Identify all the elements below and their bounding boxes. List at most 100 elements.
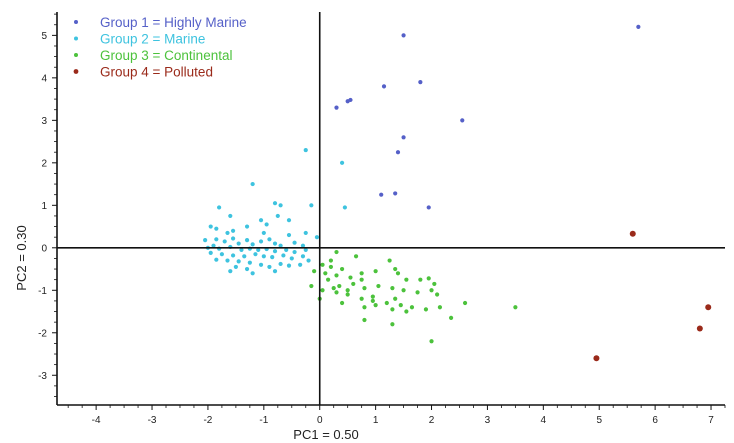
data-point-group-3 [390,322,395,327]
y-tick-label: -3 [38,371,47,382]
data-point-group-2 [225,230,230,236]
data-point-group-3 [359,296,364,301]
data-point-group-2 [286,218,292,223]
data-point-group-2 [244,266,250,272]
data-point-group-2 [208,224,213,229]
data-point-group-2 [250,271,255,276]
data-point-group-3 [339,300,345,306]
data-point-group-3 [323,271,328,276]
x-tick-label: 3 [485,415,491,426]
points-layer [203,24,712,362]
y-tick-label: 1 [41,201,47,212]
data-point-group-2 [239,247,244,253]
data-point-group-3 [334,273,339,278]
data-point-group-3 [437,305,443,310]
data-point-group-3 [345,292,350,297]
data-point-group-2 [217,205,222,210]
data-point-group-2 [275,213,280,219]
data-point-group-4 [629,230,636,237]
data-point-group-2 [303,147,308,153]
data-point-group-3 [409,305,415,310]
data-point-group-3 [448,315,454,321]
data-point-group-2 [214,237,219,242]
y-tick-label: 2 [41,158,47,169]
data-point-group-3 [390,286,395,291]
legend-label-group-3: Group 3 = Continental [100,48,232,63]
data-point-group-3 [348,275,353,280]
x-tick-label: 4 [541,415,547,426]
data-point-group-1 [460,118,465,123]
data-point-group-2 [292,240,297,245]
data-point-group-3 [351,281,356,287]
data-point-group-3 [373,303,378,308]
data-point-group-2 [272,241,278,246]
data-point-group-2 [272,269,278,274]
data-point-group-1 [418,80,423,85]
data-point-group-3 [384,300,389,306]
data-point-group-3 [415,290,420,295]
data-point-group-3 [353,254,359,259]
data-point-group-3 [404,309,409,314]
data-point-group-3 [320,288,325,293]
y-tick-label: 5 [41,31,47,42]
data-point-group-2 [261,254,266,259]
axes-layer: -4 -3 -2 -1 0 1 2 3 4 5 6 7 -3 -2 -1 0 1 2 3 4 5 [38,12,726,426]
data-point-group-3 [435,292,440,297]
data-point-group-3 [376,283,381,289]
data-point-group-2 [230,228,236,233]
x-tick-label: 1 [373,415,379,426]
data-point-group-2 [256,247,261,253]
y-tick-label: 0 [41,243,47,254]
data-point-group-2 [230,236,236,241]
data-point-group-2 [303,247,308,253]
data-point-group-2 [300,254,306,259]
data-point-group-3 [359,277,364,282]
data-point-group-3 [404,277,409,282]
data-point-group-2 [253,252,258,257]
data-point-group-2 [233,264,238,270]
data-point-group-2 [306,258,311,263]
y-axis-title: PC2 = 0.30 [14,225,29,290]
data-point-group-3 [398,303,403,308]
x-tick-label: 0 [317,415,323,426]
data-point-group-2 [278,203,283,208]
data-point-group-2 [236,259,241,264]
x-tick-label: 5 [596,415,602,426]
data-point-group-3 [328,264,334,270]
data-point-group-3 [429,288,434,293]
data-point-group-2 [203,238,208,243]
data-point-group-2 [339,160,345,165]
data-point-group-3 [345,288,350,293]
y-tick-label: -2 [38,328,47,339]
data-point-group-2 [214,226,219,231]
data-point-group-3 [334,249,339,255]
data-point-group-2 [267,237,272,242]
data-point-group-2 [244,238,250,243]
x-tick-label: -3 [148,415,157,426]
data-point-group-3 [370,298,375,304]
data-point-group-3 [423,307,429,312]
data-point-group-1 [426,205,431,210]
data-point-group-2 [219,252,225,257]
data-point-group-2 [300,243,306,248]
data-point-group-3 [309,283,314,289]
data-point-group-4 [593,355,600,362]
data-point-group-3 [393,296,398,301]
legend-marker-group-4 [73,69,79,74]
data-point-group-3 [337,283,342,289]
data-point-group-2 [272,201,278,206]
data-point-group-3 [401,288,406,293]
data-point-group-3 [339,266,345,272]
data-point-group-2 [250,181,255,187]
data-point-group-3 [328,258,334,263]
data-point-group-1 [401,33,406,38]
data-point-group-1 [348,97,353,103]
legend-marker-group-3 [74,53,78,57]
data-point-group-2 [230,253,236,258]
data-point-group-2 [250,242,255,247]
data-point-group-2 [292,249,297,255]
data-point-group-2 [258,262,264,267]
x-tick-label: -2 [203,415,212,426]
